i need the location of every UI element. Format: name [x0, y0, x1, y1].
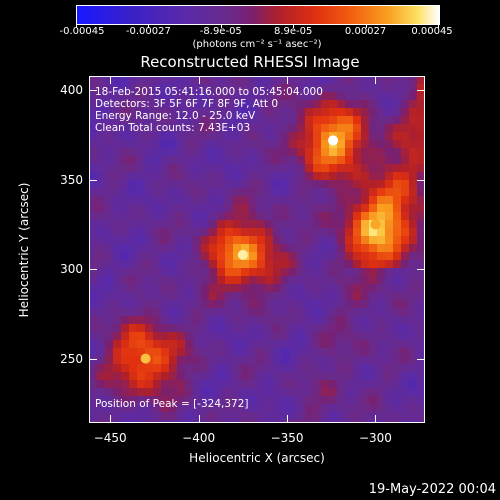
annotation-clean-counts: Clean Total counts: 7.43E+03 [95, 122, 251, 134]
y-major-tick [89, 179, 97, 181]
bright-source [237, 249, 248, 260]
x-major-tick [110, 415, 112, 423]
x-major-tick [110, 76, 112, 84]
y-tick-label: 300 [60, 262, 83, 277]
colorbar-tick-label: -0.00027 [125, 26, 171, 37]
x-major-tick [287, 76, 289, 84]
y-major-tick [417, 269, 425, 271]
colorbar-tick [148, 24, 150, 28]
y-major-tick [417, 90, 425, 92]
datestamp: 19-May-2022 00:04 [368, 482, 496, 497]
bright-source [370, 219, 381, 230]
x-tick-label: −300 [358, 431, 392, 445]
colorbar-tick [220, 24, 222, 28]
y-major-tick [89, 269, 97, 271]
bright-source [328, 135, 339, 146]
x-major-tick [375, 76, 377, 84]
y-major-tick [89, 358, 97, 360]
colorbar-tick-label: 0.00045 [411, 26, 453, 37]
colorbar-tick-label: 8.9e-05 [273, 26, 313, 37]
y-major-tick [417, 179, 425, 181]
y-axis-label: Heliocentric Y (arcsec) [17, 182, 31, 318]
x-tick-label: −400 [182, 431, 216, 445]
colorbar-tick-label: -0.00045 [59, 26, 105, 37]
y-tick-label: 250 [60, 351, 83, 366]
x-major-tick [198, 76, 200, 84]
colorbar-tick [293, 24, 295, 28]
annotation-energy-range: Energy Range: 12.0 - 25.0 keV [95, 110, 256, 122]
annotation-detectors: Detectors: 3F 5F 6F 7F 8F 9F, Att 0 [95, 98, 279, 110]
annotation-time-range: 18-Feb-2015 05:41:16.000 to 05:45:04.000 [95, 86, 323, 98]
y-tick-label: 400 [60, 83, 83, 98]
x-tick-label: −350 [270, 431, 304, 445]
x-tick-label: −450 [93, 431, 127, 445]
colorbar-tick-label: 0.00027 [344, 26, 387, 37]
chart-title: Reconstructed RHESSI Image [140, 53, 360, 71]
y-tick-label: 350 [60, 172, 83, 187]
colorbar-tick [365, 24, 367, 28]
y-major-tick [417, 358, 425, 360]
colorbar [76, 5, 440, 25]
x-major-tick [198, 415, 200, 423]
colorbar-tick-label: -8.9e-05 [199, 26, 242, 37]
heatmap-plot-area [89, 76, 425, 423]
y-major-tick [89, 90, 97, 92]
bright-source [140, 353, 151, 364]
colorbar-tick [76, 24, 77, 28]
annotation-peak-position: Position of Peak = [-324,372] [95, 398, 249, 410]
x-major-tick [375, 415, 377, 423]
x-major-tick [287, 415, 289, 423]
x-axis-label: Heliocentric X (arcsec) [189, 451, 325, 465]
colorbar-tick [438, 24, 439, 28]
colorbar-units: (photons cm⁻² s⁻¹ asec⁻²) [192, 39, 322, 50]
heatmap-image [89, 76, 425, 423]
